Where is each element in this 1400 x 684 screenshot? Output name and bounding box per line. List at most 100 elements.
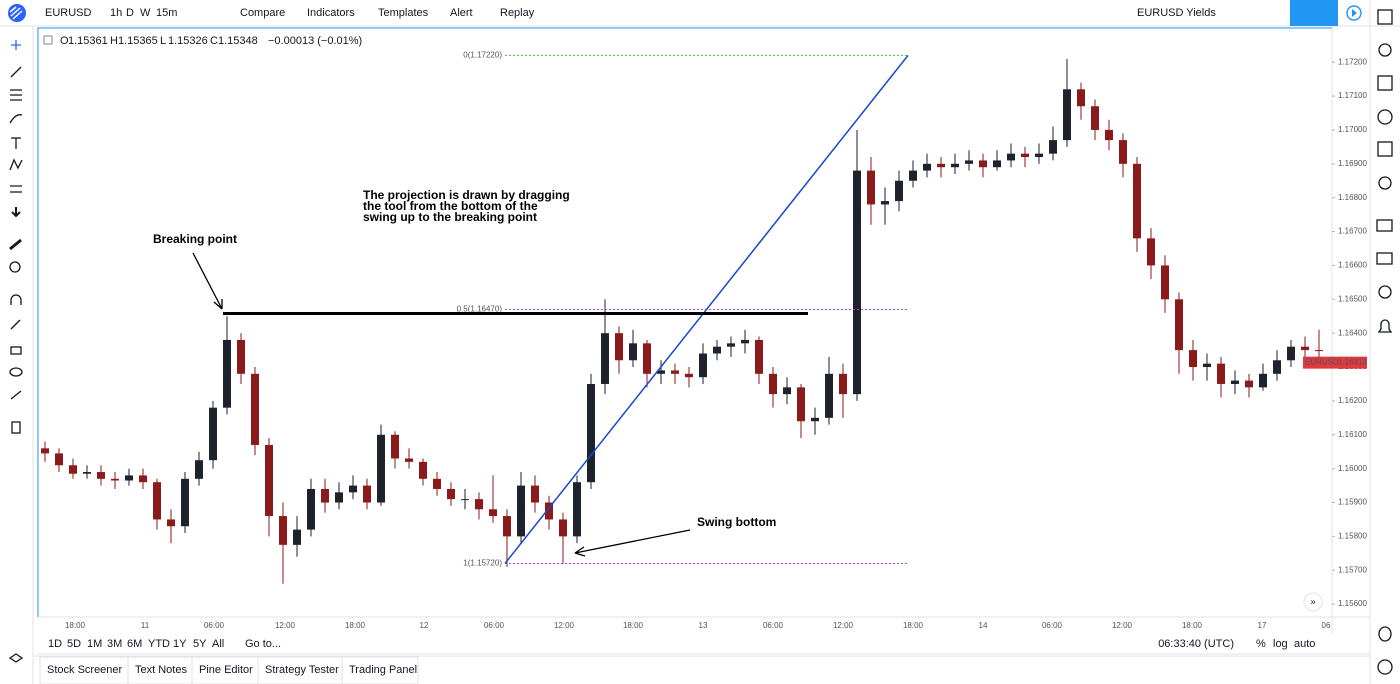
watchlist-icon[interactable] [1377, 9, 1393, 25]
symbol[interactable]: EURUSD [45, 7, 92, 19]
crosshair-tool[interactable] [11, 40, 21, 50]
candle-body [755, 339, 763, 374]
bug-icon[interactable] [1378, 626, 1392, 642]
candle-body [1007, 153, 1015, 161]
x-tick-label: 12:00 [554, 621, 575, 630]
toolbar-button[interactable]: Compare [240, 7, 285, 19]
x-tick-label: 12:00 [833, 621, 854, 630]
interval[interactable]: D [126, 7, 134, 19]
play-icon[interactable] [1346, 5, 1362, 21]
last-price-value: 1.16313 [1338, 358, 1367, 367]
fib-label: 0.5(1.16470) [457, 305, 503, 314]
candle-body [1273, 360, 1281, 374]
data-window-icon[interactable] [1377, 75, 1393, 91]
tab[interactable] [39, 656, 129, 684]
range-button[interactable]: 5Y [193, 638, 207, 650]
trendline-tool[interactable] [10, 66, 22, 78]
x-tick-label: 06:00 [763, 621, 784, 630]
toolbar-button[interactable]: Replay [500, 7, 535, 19]
y-tick-label: 1.15900 [1338, 498, 1367, 507]
candle-body [1063, 89, 1071, 141]
logo[interactable] [8, 4, 26, 22]
lock-tool[interactable] [10, 346, 22, 355]
collapse-legend[interactable] [43, 35, 53, 45]
signals-icon[interactable] [1378, 285, 1392, 299]
tab[interactable] [341, 656, 419, 684]
prediction-tool[interactable] [10, 185, 22, 193]
x-tick-label: 13 [699, 621, 708, 630]
candle-body [825, 373, 833, 418]
hide-tool[interactable] [9, 367, 23, 377]
candle-body [573, 482, 581, 537]
range-button[interactable]: All [212, 638, 224, 650]
candle-body [615, 333, 623, 361]
fib-label: 0(1.17220) [463, 51, 502, 60]
candle-body [461, 499, 469, 501]
tab-label[interactable]: Stock Screener [47, 664, 123, 676]
help-icon[interactable] [1377, 659, 1393, 675]
calendar-icon[interactable] [1377, 141, 1393, 157]
trash-tool[interactable] [11, 421, 21, 434]
range-button[interactable]: 1D [48, 638, 62, 650]
x-tick-label: 12:00 [1112, 621, 1133, 630]
brush-tool[interactable] [9, 114, 23, 124]
tab-label[interactable]: Trading Panel [349, 664, 417, 676]
x-tick-label: 06:00 [484, 621, 505, 630]
range-button[interactable]: 1Y [173, 638, 187, 650]
tab-label[interactable]: Strategy Tester [265, 664, 339, 676]
range-button[interactable]: 6M [127, 638, 142, 650]
candle-body [83, 472, 91, 474]
ruler-tool[interactable] [9, 238, 22, 251]
range-button[interactable]: 5D [67, 638, 81, 650]
interval[interactable]: 1h [110, 7, 122, 19]
layers-icon[interactable] [8, 653, 24, 663]
candle-body [293, 529, 301, 545]
scroll-arrow: » [1310, 596, 1315, 606]
zoom-tool[interactable] [9, 261, 21, 273]
scale-option[interactable]: auto [1294, 638, 1315, 650]
toolbar-button[interactable]: Indicators [307, 7, 355, 19]
y-tick-label: 1.15700 [1338, 565, 1367, 574]
hotlists-icon[interactable] [1377, 109, 1393, 125]
compare-symbol[interactable]: EURUSD Yields [1137, 7, 1216, 19]
more-tools[interactable] [11, 207, 21, 218]
fib-tool[interactable] [10, 89, 22, 101]
scale-option[interactable]: % [1256, 638, 1266, 650]
candle-body [629, 343, 637, 361]
tab[interactable] [127, 656, 193, 684]
interval[interactable]: 15m [156, 7, 177, 19]
ideas-icon[interactable] [1378, 176, 1392, 190]
goto-button[interactable]: Go to... [245, 638, 281, 650]
magnet-tool[interactable] [10, 294, 22, 305]
link-tool[interactable] [10, 390, 22, 400]
candle-body [265, 444, 273, 517]
scale-option[interactable]: log [1273, 638, 1288, 650]
chat-icon[interactable] [1376, 219, 1393, 232]
range-button[interactable]: 3M [107, 638, 122, 650]
candle-body [1301, 346, 1309, 351]
alerts-icon[interactable] [1378, 43, 1392, 57]
publish-button[interactable] [1290, 0, 1338, 26]
stay-drawing[interactable] [10, 319, 21, 330]
range-button[interactable]: 1M [87, 638, 102, 650]
candle-body [1203, 363, 1211, 368]
candle-body [349, 485, 357, 493]
text-tool[interactable] [11, 137, 21, 149]
toolbar-button[interactable]: Alert [450, 7, 473, 19]
notifications-icon[interactable] [1377, 319, 1393, 333]
toolbar-button[interactable]: Templates [378, 7, 429, 19]
tab[interactable] [191, 656, 259, 684]
x-tick-label: 06:00 [204, 621, 225, 630]
candle-body [909, 170, 917, 181]
tab-label[interactable]: Pine Editor [199, 664, 253, 676]
range-button[interactable]: YTD [148, 638, 170, 650]
pattern-tool[interactable] [9, 158, 23, 171]
interval[interactable]: W [140, 7, 151, 19]
candle-body [1315, 350, 1323, 352]
candle-body [1245, 380, 1253, 388]
tab-label[interactable]: Text Notes [135, 664, 187, 676]
streams-icon[interactable] [1376, 252, 1393, 265]
y-tick-label: 1.16000 [1338, 464, 1367, 473]
candle-body [1105, 129, 1113, 141]
scroll-button[interactable] [1303, 592, 1323, 612]
